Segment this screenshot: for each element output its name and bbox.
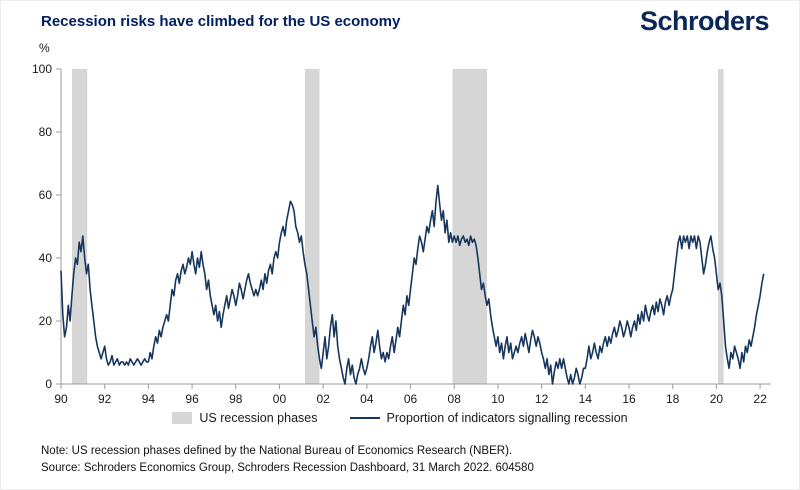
x-tick-label: 10 xyxy=(491,392,505,406)
x-tick-label: 14 xyxy=(579,392,593,406)
x-tick-label: 00 xyxy=(273,392,287,406)
x-tick-label: 12 xyxy=(535,392,549,406)
legend-line-label: Proportion of indicators signalling rece… xyxy=(386,411,628,425)
recession-phase-swatch xyxy=(172,412,193,424)
y-tick-label: 80 xyxy=(39,125,53,139)
footnotes: Note: US recession phases defined by the… xyxy=(41,443,534,476)
chart-title: Recession risks have climbed for the US … xyxy=(41,13,401,30)
x-tick-label: 20 xyxy=(710,392,724,406)
y-tick-label: 100 xyxy=(32,62,52,76)
recession-band xyxy=(305,69,320,384)
y-tick-label: 40 xyxy=(39,251,53,265)
legend-item-recession-phases: US recession phases xyxy=(172,411,318,425)
x-tick-label: 18 xyxy=(666,392,680,406)
schroders-logo: Schroders xyxy=(639,6,770,36)
legend-item-indicator-line: Proportion of indicators signalling rece… xyxy=(349,411,628,425)
y-tick-label: 0 xyxy=(45,377,52,391)
y-tick-label: 20 xyxy=(39,314,53,328)
y-tick-label: 60 xyxy=(39,188,53,202)
x-tick-label: 22 xyxy=(753,392,767,406)
note-line: Note: US recession phases defined by the… xyxy=(41,445,513,457)
x-tick-label: 08 xyxy=(448,392,462,406)
indicator-proportion-line xyxy=(60,184,765,385)
x-tick-label: 16 xyxy=(622,392,636,406)
x-tick-label: 90 xyxy=(54,392,68,406)
x-tick-label: 02 xyxy=(316,392,330,406)
x-tick-label: 94 xyxy=(142,392,156,406)
indicator-line-swatch xyxy=(349,417,380,419)
recession-band xyxy=(718,69,724,384)
chart-legend: US recession phases Proportion of indica… xyxy=(1,411,799,425)
source-line: Source: Schroders Economics Group, Schro… xyxy=(41,461,534,474)
recession-band xyxy=(452,69,487,384)
x-tick-label: 06 xyxy=(404,392,418,406)
recession-risk-chart: 0 20 40 60 80 100 90 92 94 96 98 00 02 04 06 08 10 12 14 16… xyxy=(32,62,771,406)
x-tick-label: 98 xyxy=(229,392,243,406)
recession-band xyxy=(71,69,88,384)
x-tick-label: 04 xyxy=(360,392,374,406)
x-tick-label: 96 xyxy=(185,392,199,406)
legend-recession-label: US recession phases xyxy=(199,411,318,425)
y-axis-unit-label: % xyxy=(39,41,50,55)
x-tick-label: 92 xyxy=(98,392,112,406)
